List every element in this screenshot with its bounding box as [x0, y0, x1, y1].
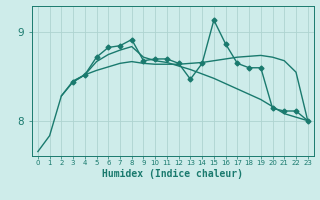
X-axis label: Humidex (Indice chaleur): Humidex (Indice chaleur): [102, 169, 243, 179]
